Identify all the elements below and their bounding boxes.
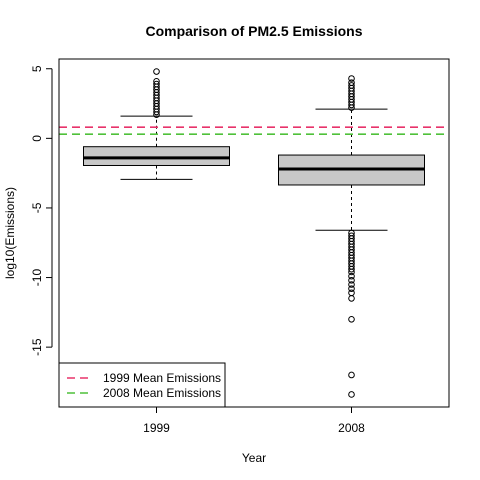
outlier-point — [348, 289, 355, 297]
y-tick-label: 5 — [30, 65, 44, 72]
iqr-box — [83, 146, 230, 166]
chart-title: Comparison of PM2.5 Emissions — [145, 23, 362, 39]
outlier-point — [348, 75, 355, 82]
outlier-point — [153, 68, 160, 75]
outlier-point — [153, 80, 160, 88]
y-tick-label: -5 — [30, 202, 44, 213]
outlier-point — [348, 371, 355, 379]
outlier-point — [348, 277, 355, 284]
outlier-point — [348, 82, 355, 89]
plot-area — [59, 68, 449, 398]
outlier-point — [348, 281, 355, 288]
outlier-point — [348, 391, 355, 398]
box-1999 — [83, 68, 230, 180]
y-tick-label: 0 — [30, 135, 44, 142]
box-2008 — [278, 75, 425, 398]
legend-box — [58, 362, 226, 408]
plot-frame — [58, 58, 450, 408]
y-tick-label: -15 — [30, 338, 44, 356]
y-axis-label: log10(Emissions) — [3, 187, 17, 279]
outlier-point — [348, 79, 355, 86]
outlier-point — [153, 77, 160, 85]
outlier-point — [348, 265, 355, 273]
outlier-point — [348, 272, 355, 280]
x-tick-label: 2008 — [338, 421, 365, 435]
x-tick-label: 1999 — [143, 421, 170, 435]
outlier-point — [348, 316, 355, 323]
legend-entry: 1999 Mean Emissions — [103, 371, 221, 385]
outlier-point — [348, 285, 355, 292]
legend-entry: 2008 Mean Emissions — [103, 386, 221, 400]
x-axis-label: Year — [242, 451, 266, 465]
outlier-point — [348, 268, 355, 276]
outlier-point — [348, 295, 355, 302]
y-tick-label: -10 — [30, 269, 44, 287]
